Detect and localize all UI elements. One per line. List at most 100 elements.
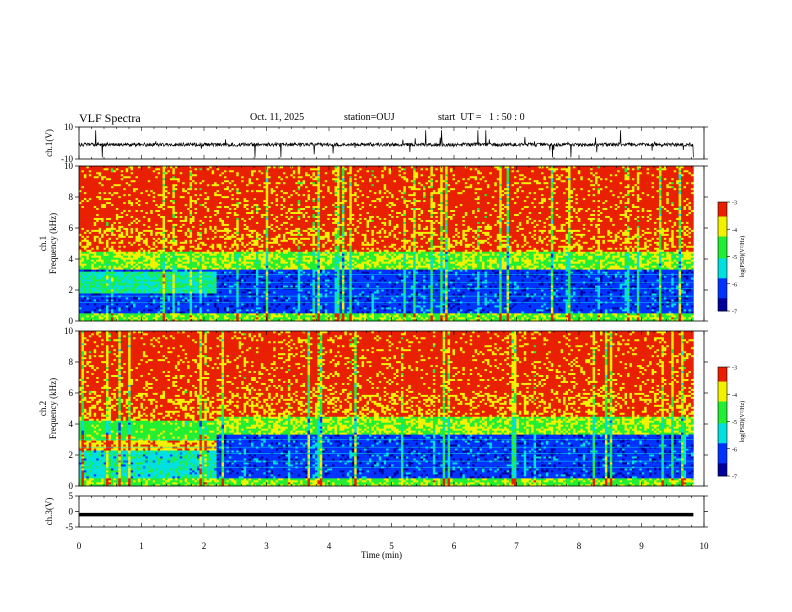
spectrogram-cell bbox=[155, 177, 158, 181]
spectrogram-cell bbox=[182, 215, 185, 218]
spectrogram-cell bbox=[187, 277, 190, 280]
spectrogram-cell bbox=[108, 293, 112, 296]
spectrogram-cell bbox=[209, 225, 213, 228]
spectrogram-cell bbox=[83, 211, 87, 214]
spectrogram-cell bbox=[228, 191, 232, 195]
spectrogram-cell bbox=[179, 303, 183, 306]
spectrogram-cell bbox=[115, 309, 119, 312]
spectrogram-cell bbox=[223, 299, 227, 302]
spectrogram-cell bbox=[216, 207, 220, 211]
spectrogram-cell bbox=[157, 207, 161, 211]
spectrogram-cell bbox=[174, 227, 178, 230]
spectrogram-cell bbox=[206, 225, 210, 228]
spectrogram-cell bbox=[152, 191, 156, 195]
spectrogram-cell bbox=[128, 195, 131, 199]
spectrogram-cell bbox=[165, 191, 168, 195]
spectrogram-cell bbox=[81, 185, 85, 189]
spectrogram-cell bbox=[150, 166, 154, 169]
spectrogram-cell bbox=[155, 205, 158, 209]
spectrogram-cell bbox=[91, 177, 95, 181]
spectrogram-cell bbox=[106, 237, 109, 240]
spectrogram-cell bbox=[174, 221, 178, 224]
spectrogram-cell bbox=[172, 243, 176, 246]
spectrogram-cell bbox=[172, 277, 176, 280]
spectrogram-cell bbox=[192, 209, 195, 213]
spectrogram-cell bbox=[137, 213, 141, 216]
spectrogram-cell bbox=[226, 211, 230, 214]
spectrogram-cell bbox=[155, 265, 158, 268]
spectrogram-cell bbox=[209, 307, 213, 310]
spectrogram-cell bbox=[98, 261, 102, 264]
spectrogram-cell bbox=[147, 233, 151, 236]
spectrogram-cell bbox=[167, 231, 171, 234]
spectrogram-cell bbox=[221, 247, 225, 250]
spectrogram-cell bbox=[221, 307, 225, 310]
spectrogram-cell bbox=[130, 237, 134, 240]
spectrogram-cell bbox=[192, 317, 195, 320]
spectrogram-cell bbox=[226, 315, 230, 318]
spectrogram-cell bbox=[221, 285, 225, 288]
spectrogram-cell bbox=[223, 231, 227, 234]
spectrogram-cell bbox=[196, 175, 200, 179]
spectrogram-cell bbox=[199, 237, 203, 240]
spectrogram-cell bbox=[135, 207, 139, 211]
spectrogram-cell bbox=[182, 285, 185, 288]
spectrogram-cell bbox=[165, 241, 168, 244]
spectrogram-cell bbox=[125, 257, 129, 260]
spectrogram-cell bbox=[130, 199, 134, 203]
spectrogram-cell bbox=[206, 223, 210, 226]
spectrogram-cell bbox=[128, 207, 131, 211]
spectrogram-cell bbox=[120, 239, 124, 242]
spectrogram-cell bbox=[155, 277, 158, 280]
spectrogram-cell bbox=[182, 187, 185, 191]
spectrogram-cell bbox=[81, 317, 85, 320]
spectrogram-cell bbox=[86, 289, 90, 292]
spectrogram-cell bbox=[165, 279, 168, 282]
spectrogram-cell bbox=[115, 193, 119, 197]
spectrogram-cell bbox=[172, 305, 176, 308]
spectrogram-cell bbox=[83, 289, 87, 292]
spectrogram-cell bbox=[204, 267, 208, 270]
spectrogram-cell bbox=[209, 271, 213, 274]
spectrogram-cell bbox=[93, 203, 97, 207]
spectrogram-cell bbox=[118, 171, 122, 175]
spectrogram-cell bbox=[98, 313, 102, 316]
spectrogram-cell bbox=[110, 239, 114, 242]
spectrogram-cell bbox=[123, 215, 126, 218]
spectrogram-cell bbox=[189, 229, 193, 232]
spectrogram-cell bbox=[219, 253, 222, 256]
spectrogram-cell bbox=[125, 247, 129, 250]
spectrogram-cell bbox=[206, 293, 210, 296]
spectrogram-cell bbox=[228, 207, 232, 211]
spectrogram-cell bbox=[101, 189, 104, 193]
spectrogram-cell bbox=[174, 303, 178, 306]
spectrogram-cell bbox=[133, 277, 136, 280]
spectrogram-cell bbox=[167, 293, 171, 296]
spectrogram-cell bbox=[206, 213, 210, 216]
spectrogram-cell bbox=[199, 183, 203, 187]
spectrogram-cell bbox=[209, 187, 213, 191]
spectrogram-cell bbox=[209, 191, 213, 195]
spectrogram-cell bbox=[86, 207, 90, 211]
spectrogram-cell bbox=[160, 251, 163, 254]
spectrogram-cell bbox=[165, 171, 168, 175]
spectrogram-cell bbox=[79, 257, 82, 260]
spectrogram-cell bbox=[216, 185, 220, 189]
spectrogram-cell bbox=[201, 191, 205, 195]
spectrogram-cell bbox=[155, 229, 158, 232]
spectrogram-cell bbox=[142, 201, 146, 205]
spectrogram-cell bbox=[169, 315, 173, 318]
spectrogram-cell bbox=[125, 213, 129, 216]
spectrogram-cell bbox=[214, 311, 217, 314]
spectrogram-cell bbox=[201, 205, 205, 209]
spectrogram-cell bbox=[91, 217, 95, 220]
spectrogram-cell bbox=[204, 319, 208, 322]
spectrogram-cell bbox=[201, 213, 205, 216]
spectrogram-cell bbox=[226, 179, 230, 183]
spectrogram-cell bbox=[108, 217, 112, 220]
spectrogram-cell bbox=[179, 315, 183, 318]
spectrogram-cell bbox=[194, 317, 198, 320]
spectrogram-cell bbox=[142, 193, 146, 197]
spectrogram-cell bbox=[177, 311, 181, 314]
spectrogram-cell bbox=[216, 235, 220, 238]
